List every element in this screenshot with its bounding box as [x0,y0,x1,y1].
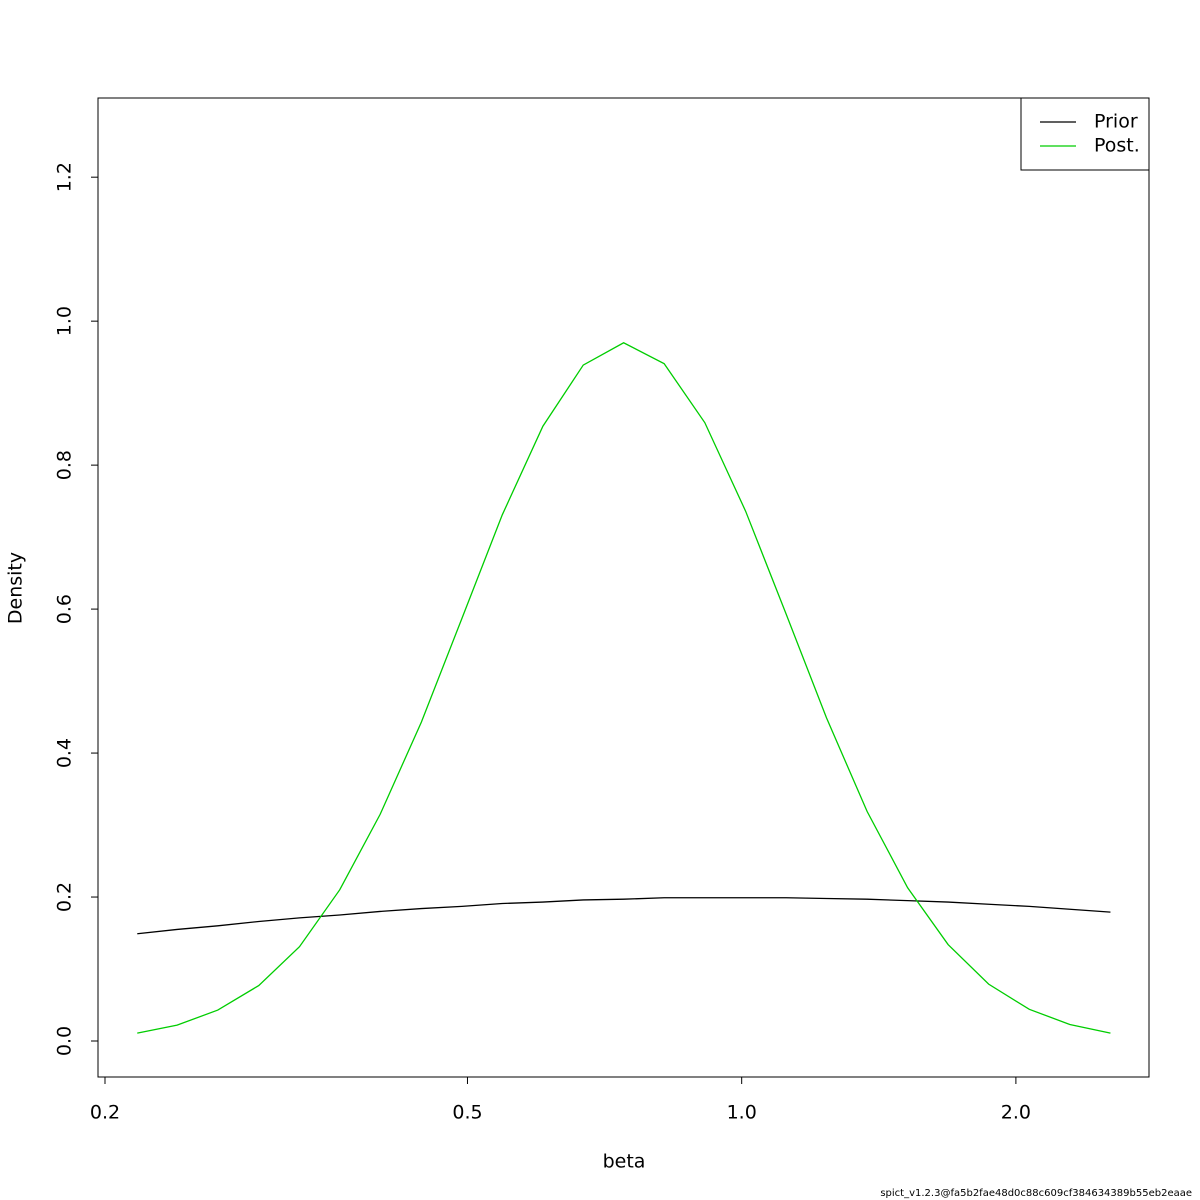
y-tick-label: 1.0 [54,306,76,336]
series-line [137,897,1111,935]
series-line [137,342,1111,1034]
x-tick-label: 2.0 [1001,1102,1031,1124]
x-axis-label: beta [603,1151,646,1173]
y-tick-label: 0.2 [54,882,76,912]
x-tick-label: 0.5 [452,1102,482,1124]
legend-label: Prior [1094,111,1138,133]
y-tick-label: 1.2 [54,162,76,192]
plot-frame [97,97,1150,1078]
y-tick-label: 0.4 [54,738,76,768]
x-tick-label: 1.0 [727,1102,757,1124]
legend-label: Post. [1094,135,1140,157]
annotation: spict_v1.2.3@fa5b2fae48d0c88c609cf384634… [880,1188,1192,1199]
y-axis-label: Density [5,552,27,624]
legend-box [1020,97,1150,171]
x-tick-label: 0.2 [90,1102,120,1124]
y-tick-label: 0.0 [54,1026,76,1056]
y-tick-label: 0.8 [54,450,76,480]
y-tick-label: 0.6 [54,594,76,624]
